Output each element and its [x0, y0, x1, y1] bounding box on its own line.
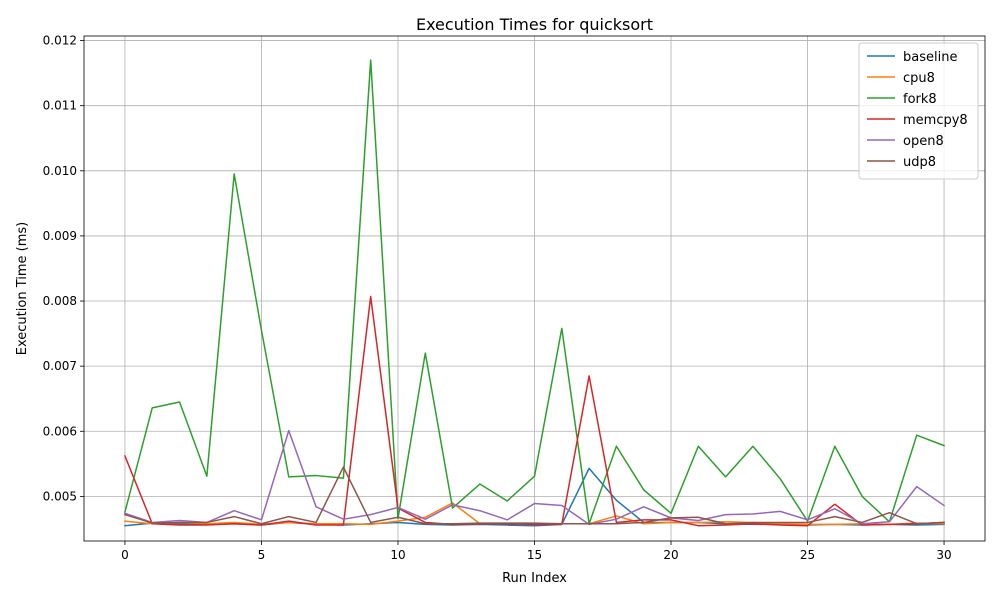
y-tick-label: 0.007	[43, 359, 77, 373]
x-axis: 0 5 10 15 20 25 30	[121, 541, 952, 562]
y-tick-label: 0.012	[43, 34, 77, 48]
series-layer	[123, 59, 946, 527]
series-line-udp8	[124, 466, 945, 525]
y-tick-label: 0.008	[43, 294, 77, 308]
grid-lines	[84, 36, 985, 541]
x-axis-label: Run Index	[502, 571, 567, 586]
legend-label-cpu8: cpu8	[903, 71, 935, 86]
x-tick-label: 15	[527, 548, 542, 562]
x-tick-label: 20	[663, 548, 678, 562]
y-tick-label: 0.005	[43, 489, 77, 503]
y-tick-label: 0.011	[43, 99, 77, 113]
x-tick-label: 25	[800, 548, 815, 562]
legend-label-memcpy8: memcpy8	[903, 113, 968, 128]
y-axis: 0.005 0.006 0.007 0.008 0.009 0.010 0.011 0.012	[43, 34, 84, 503]
series-line-open8	[124, 429, 946, 526]
x-tick-label: 5	[258, 548, 266, 562]
x-tick-label: 10	[390, 548, 405, 562]
x-tick-label: 30	[936, 548, 951, 562]
legend-label-baseline: baseline	[903, 50, 957, 65]
y-tick-label: 0.006	[43, 424, 77, 438]
legend-label-udp8: udp8	[903, 155, 936, 170]
x-tick-label: 0	[121, 548, 129, 562]
y-tick-label: 0.010	[43, 164, 77, 178]
legend-label-open8: open8	[903, 134, 944, 149]
chart-title: Execution Times for quicksort	[416, 15, 653, 34]
y-axis-label: Execution Time (ms)	[15, 222, 30, 355]
series-line-fork8	[124, 59, 946, 525]
legend: baseline cpu8 fork8 memcpy8 open8 udp8	[858, 42, 979, 180]
series-line-memcpy8	[123, 295, 945, 527]
y-tick-label: 0.009	[43, 229, 77, 243]
legend-label-fork8: fork8	[903, 92, 937, 107]
